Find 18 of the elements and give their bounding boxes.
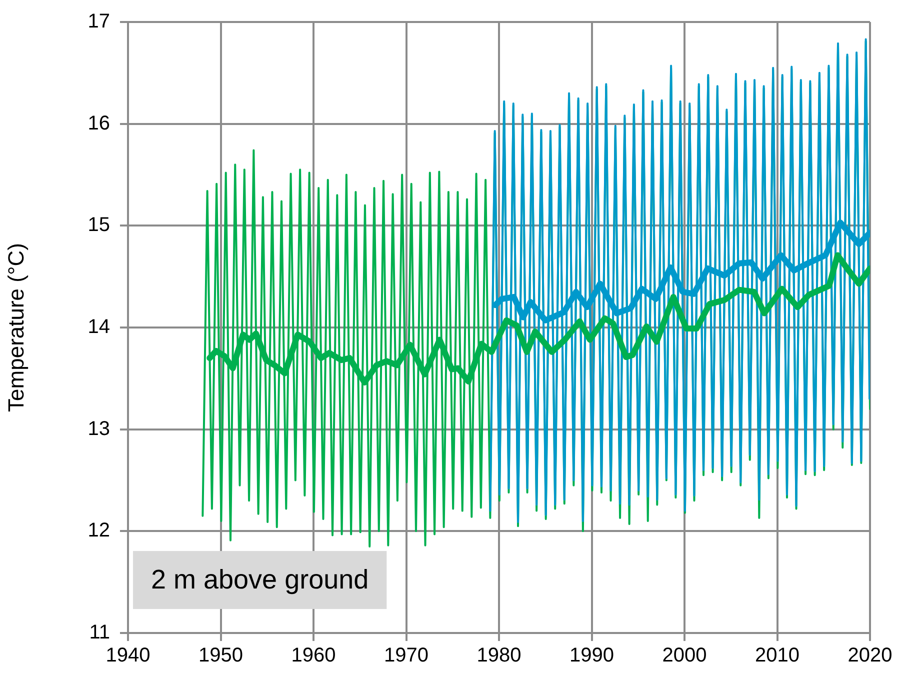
y-tick-label: 15 [88, 214, 110, 236]
y-tick-label: 13 [88, 418, 110, 440]
y-tick-label: 17 [88, 10, 110, 33]
y-tick-label: 16 [88, 112, 110, 134]
annotation: 2 m above ground [151, 564, 369, 594]
x-tick-label: 1940 [106, 644, 150, 667]
x-tick-label: 1990 [570, 644, 614, 667]
x-tick-label: 2000 [662, 644, 707, 667]
x-tick-label: 1970 [384, 644, 428, 667]
x-tick-label: 1980 [476, 644, 522, 667]
x-tick-label: 2020 [848, 644, 892, 667]
y-axis-title: Temperature (°C) [3, 243, 28, 412]
y-tick-label: 11 [89, 622, 110, 644]
x-tick-label: 1960 [291, 644, 336, 667]
x-tick-label: 1950 [198, 644, 243, 667]
y-tick-label: 12 [88, 520, 110, 542]
y-tick-label: 14 [88, 316, 110, 338]
x-tick-label: 2010 [755, 644, 800, 667]
